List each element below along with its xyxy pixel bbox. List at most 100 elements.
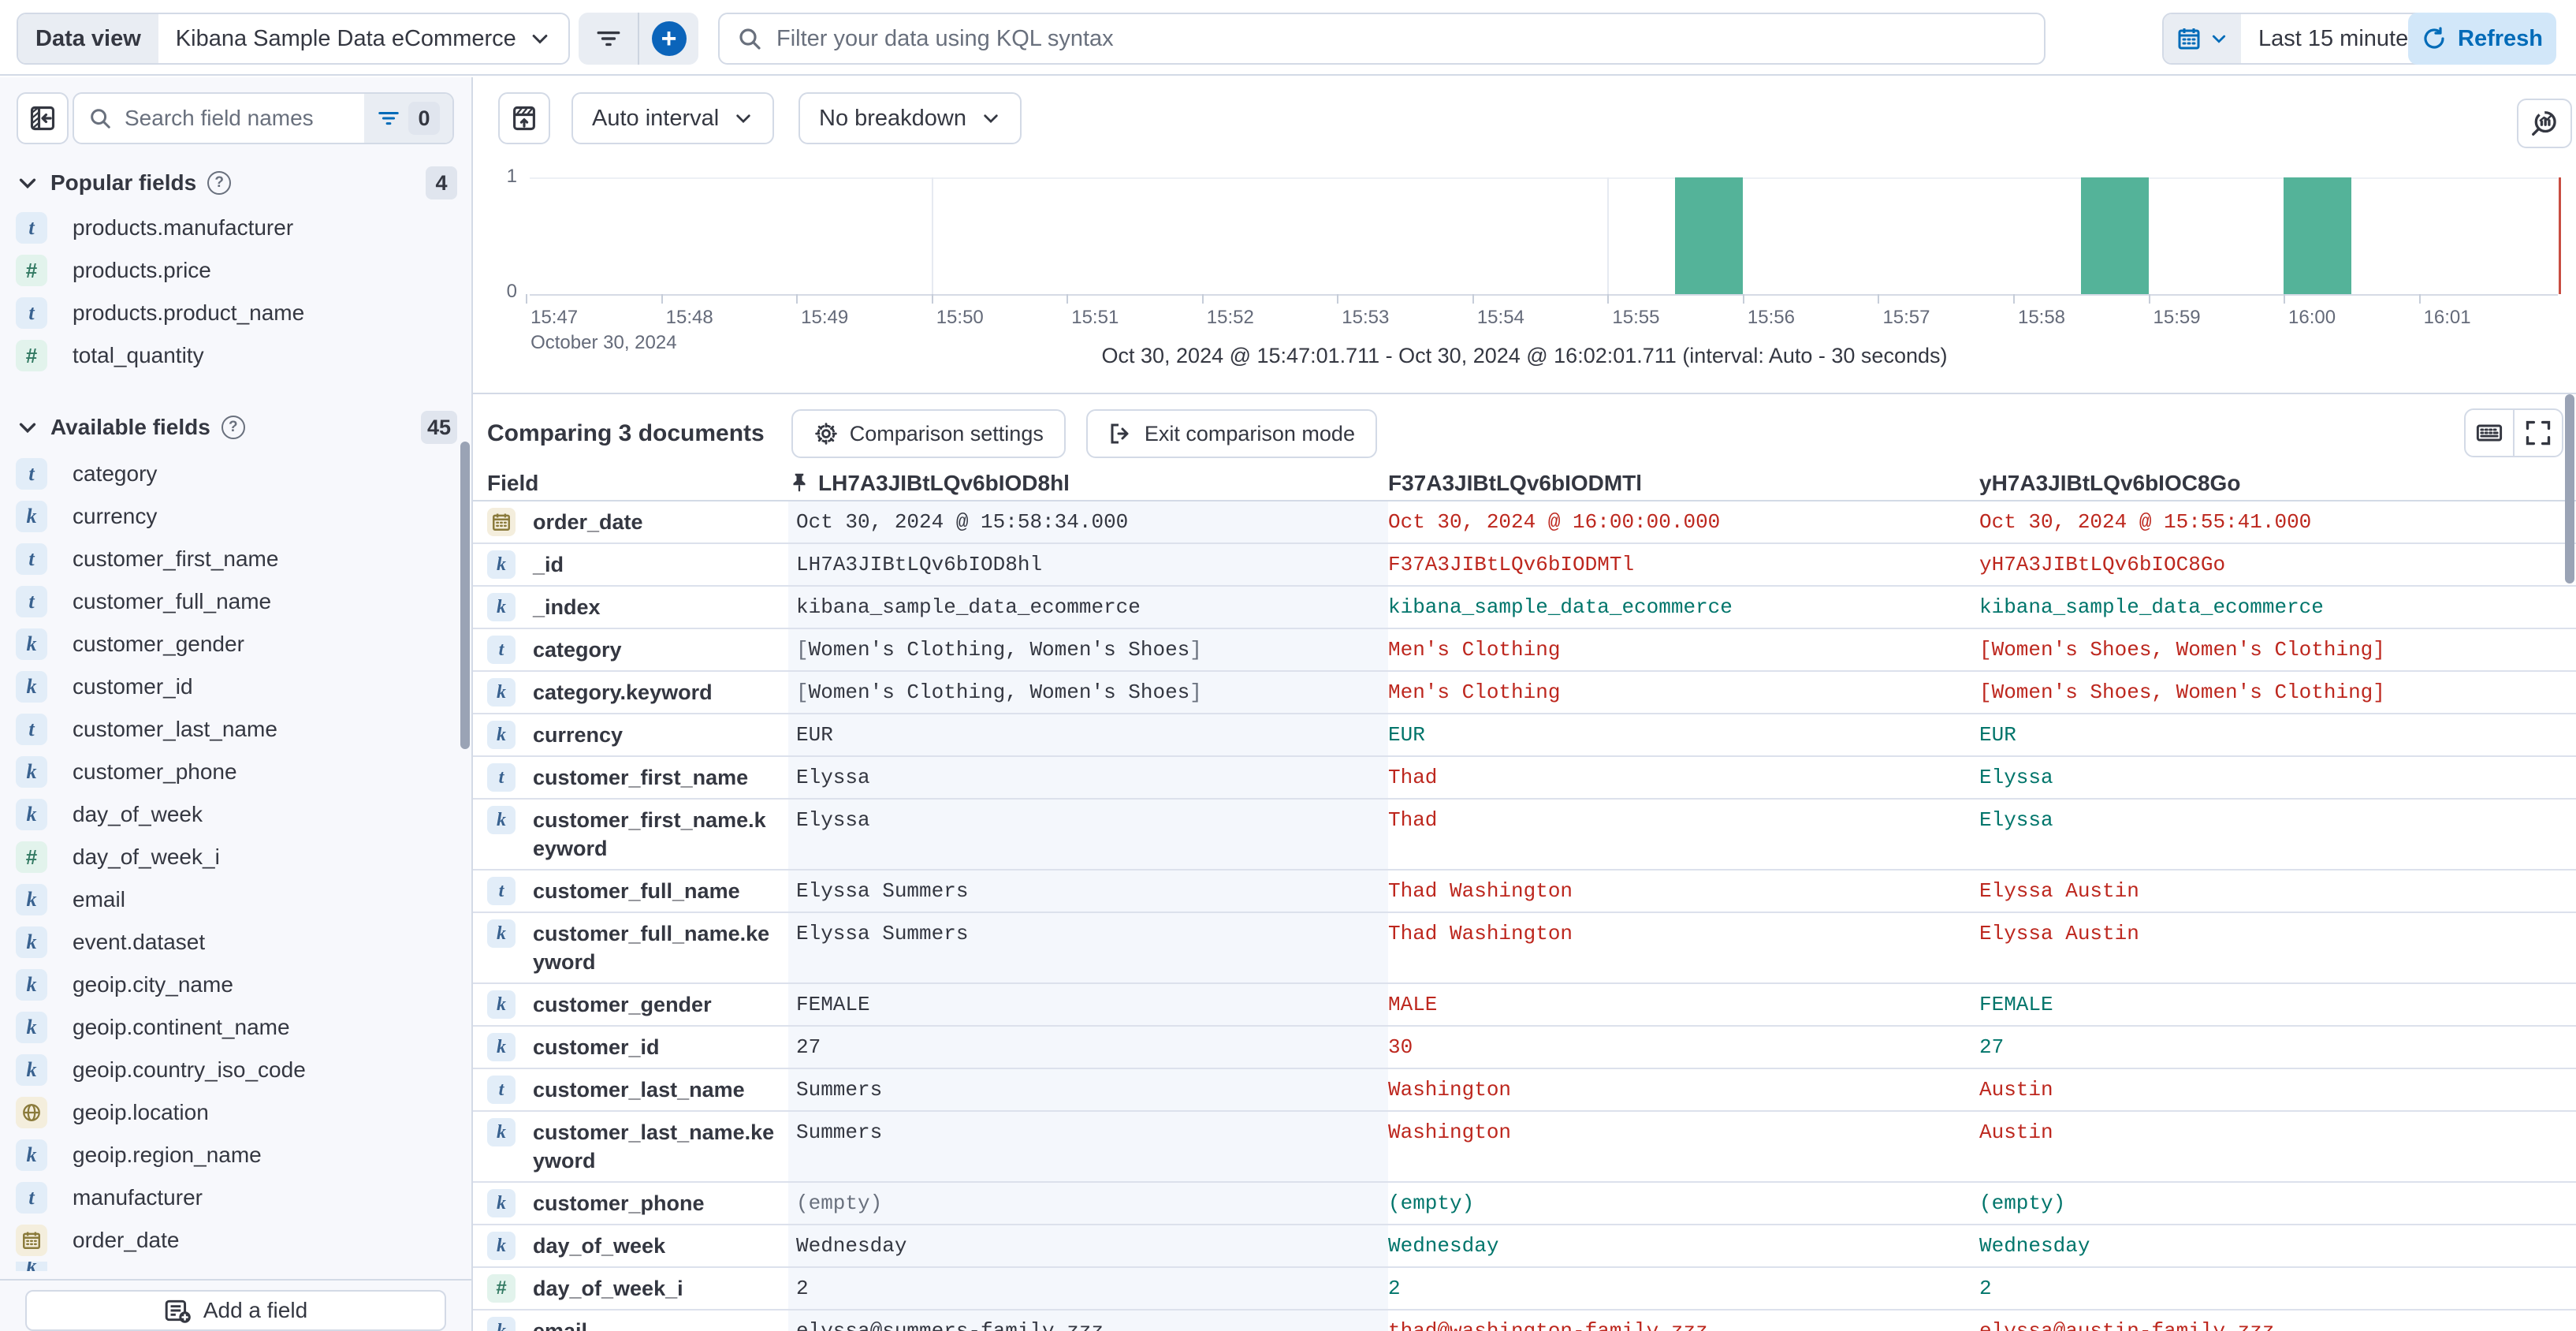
field-cell[interactable]: k day_of_week bbox=[473, 1225, 788, 1266]
pinned-doc-cell[interactable]: Summers bbox=[788, 1112, 1388, 1181]
interval-select[interactable]: Auto interval bbox=[571, 92, 775, 144]
doc-cell[interactable]: 2 bbox=[1979, 1268, 2576, 1309]
doc-cell[interactable]: Men's Clothing bbox=[1388, 672, 1979, 713]
pinned-doc-cell[interactable]: kibana_sample_data_ecommerce bbox=[788, 587, 1388, 628]
histogram-bar[interactable] bbox=[2080, 177, 2149, 294]
field-list-item[interactable]: t products.manufacturer bbox=[0, 207, 460, 249]
doc-cell[interactable]: Thad bbox=[1388, 757, 1979, 798]
available-fields-header[interactable]: Available fields ? 45 bbox=[0, 408, 473, 446]
data-view-value[interactable]: Kibana Sample Data eCommerce bbox=[158, 14, 568, 63]
doc-cell[interactable]: Washington bbox=[1388, 1112, 1979, 1153]
field-cell[interactable]: k customer_first_name.keyword bbox=[473, 800, 788, 869]
pinned-doc-cell[interactable]: elyssa@summers-family.zzz bbox=[788, 1310, 1388, 1331]
doc-cell[interactable]: Thad Washington bbox=[1388, 871, 1979, 912]
pinned-doc-cell[interactable]: Elyssa bbox=[788, 800, 1388, 869]
collapse-sidebar-button[interactable] bbox=[17, 92, 69, 144]
field-cell[interactable]: t customer_first_name bbox=[473, 757, 788, 798]
doc-cell[interactable]: Thad Washington bbox=[1388, 913, 1979, 954]
field-list-item[interactable]: k customer_phone bbox=[0, 751, 460, 793]
doc-cell[interactable]: kibana_sample_data_ecommerce bbox=[1979, 587, 2576, 628]
doc-cell[interactable]: elyssa@austin-family.zzz bbox=[1979, 1310, 2576, 1331]
doc-cell[interactable]: Oct 30, 2024 @ 15:55:41.000 bbox=[1979, 501, 2576, 542]
doc-cell[interactable]: thad@washington-family.zzz bbox=[1388, 1310, 1979, 1331]
edit-visualization-button[interactable] bbox=[2517, 99, 2572, 148]
pinned-doc-cell[interactable]: (empty) bbox=[788, 1183, 1388, 1224]
field-cell[interactable]: order_date bbox=[473, 501, 788, 542]
doc-cell[interactable]: (empty) bbox=[1979, 1183, 2576, 1224]
field-cell[interactable]: k customer_id bbox=[473, 1027, 788, 1068]
date-picker-quick-menu[interactable] bbox=[2164, 14, 2241, 63]
field-cell[interactable]: k customer_phone bbox=[473, 1183, 788, 1224]
field-cell[interactable]: k customer_gender bbox=[473, 984, 788, 1025]
doc-cell[interactable]: Elyssa bbox=[1979, 800, 2576, 841]
pinned-doc-cell[interactable]: 2 bbox=[788, 1268, 1388, 1309]
pinned-doc-cell[interactable]: [Women's Clothing, Women's Shoes] bbox=[788, 672, 1388, 713]
pinned-doc-cell[interactable]: Summers bbox=[788, 1069, 1388, 1110]
keyboard-shortcuts-button[interactable] bbox=[2466, 410, 2513, 456]
histogram-bar[interactable] bbox=[1675, 177, 1743, 294]
field-cell[interactable]: # day_of_week_i bbox=[473, 1268, 788, 1309]
field-list-item[interactable]: k geoip.city_name bbox=[0, 964, 460, 1006]
field-cell[interactable]: k email bbox=[473, 1310, 788, 1331]
doc-cell[interactable]: 2 bbox=[1388, 1268, 1979, 1309]
chart-plot-area[interactable]: 15:47 15:48 15:49 15:50 15:51 15:52 15:53 15:54… bbox=[526, 177, 2561, 353]
field-list-item[interactable]: k geoip.region_name bbox=[0, 1134, 460, 1176]
time-range-value[interactable]: Last 15 minutes bbox=[2258, 25, 2420, 51]
field-cell[interactable]: k _index bbox=[473, 587, 788, 628]
doc-cell[interactable]: Elyssa Austin bbox=[1979, 871, 2576, 912]
field-cell[interactable]: k customer_last_name.keyword bbox=[473, 1112, 788, 1181]
field-cell[interactable]: k _id bbox=[473, 544, 788, 585]
pinned-doc-cell[interactable]: FEMALE bbox=[788, 984, 1388, 1025]
kql-search-bar[interactable]: Filter your data using KQL syntax bbox=[718, 13, 2046, 65]
pinned-doc-column-header[interactable]: LH7A3JIBtLQv6bIOD8hl bbox=[788, 471, 1388, 496]
field-cell[interactable]: k currency bbox=[473, 714, 788, 755]
pinned-doc-cell[interactable]: LH7A3JIBtLQv6bIOD8hl bbox=[788, 544, 1388, 585]
field-list-item[interactable]: k geoip.country_iso_code bbox=[0, 1049, 460, 1091]
doc-cell[interactable]: Oct 30, 2024 @ 16:00:00.000 bbox=[1388, 501, 1979, 542]
histogram-bar[interactable] bbox=[2284, 177, 2351, 294]
field-list-item[interactable]: t customer_first_name bbox=[0, 538, 460, 580]
field-cell[interactable]: t customer_last_name bbox=[473, 1069, 788, 1110]
fullscreen-button[interactable] bbox=[2515, 410, 2562, 456]
doc-cell[interactable]: Men's Clothing bbox=[1388, 629, 1979, 670]
comparison-settings-button[interactable]: Comparison settings bbox=[791, 409, 1066, 458]
field-list-item[interactable]: k bbox=[0, 1262, 460, 1271]
doc-cell[interactable]: kibana_sample_data_ecommerce bbox=[1388, 587, 1979, 628]
field-list-item[interactable]: # total_quantity bbox=[0, 334, 460, 377]
field-list-item[interactable]: t category bbox=[0, 453, 460, 495]
doc-cell[interactable]: EUR bbox=[1979, 714, 2576, 755]
field-list-item[interactable]: k customer_gender bbox=[0, 623, 460, 666]
doc-cell[interactable]: (empty) bbox=[1388, 1183, 1979, 1224]
pinned-doc-cell[interactable]: Oct 30, 2024 @ 15:58:34.000 bbox=[788, 501, 1388, 542]
table-scrollbar[interactable] bbox=[2565, 394, 2574, 583]
field-list-item[interactable]: order_date bbox=[0, 1219, 460, 1262]
doc-cell[interactable]: Austin bbox=[1979, 1112, 2576, 1153]
field-list-item[interactable]: t customer_full_name bbox=[0, 580, 460, 623]
field-cell[interactable]: t category bbox=[473, 629, 788, 670]
doc-cell[interactable]: Thad bbox=[1388, 800, 1979, 841]
toggle-chart-button[interactable] bbox=[498, 92, 550, 144]
refresh-button[interactable]: Refresh bbox=[2408, 13, 2556, 65]
doc-cell[interactable]: MALE bbox=[1388, 984, 1979, 1025]
add-field-button[interactable]: Add a field bbox=[25, 1290, 446, 1331]
pinned-doc-cell[interactable]: [Women's Clothing, Women's Shoes] bbox=[788, 629, 1388, 670]
pinned-doc-cell[interactable]: 27 bbox=[788, 1027, 1388, 1068]
field-list-item[interactable]: t customer_last_name bbox=[0, 708, 460, 751]
doc-cell[interactable]: Austin bbox=[1979, 1069, 2576, 1110]
filter-menu-button[interactable] bbox=[579, 13, 638, 65]
field-list-item[interactable]: # day_of_week_i bbox=[0, 836, 460, 878]
field-list-item[interactable]: geoip.location bbox=[0, 1091, 460, 1134]
field-cell[interactable]: k customer_full_name.keyword bbox=[473, 913, 788, 982]
doc-cell[interactable]: [Women's Shoes, Women's Clothing] bbox=[1979, 629, 2576, 670]
doc-column-header[interactable]: yH7A3JIBtLQv6bIOC8Go bbox=[1979, 471, 2576, 496]
doc-cell[interactable]: Elyssa bbox=[1979, 757, 2576, 798]
exit-comparison-button[interactable]: Exit comparison mode bbox=[1085, 409, 1377, 458]
doc-cell[interactable]: EUR bbox=[1388, 714, 1979, 755]
field-list-item[interactable]: k currency bbox=[0, 495, 460, 538]
field-list-item[interactable]: k day_of_week bbox=[0, 793, 460, 836]
add-filter-button[interactable]: + bbox=[639, 13, 698, 65]
field-list-item[interactable]: t products.product_name bbox=[0, 292, 460, 334]
pinned-doc-cell[interactable]: Wednesday bbox=[788, 1225, 1388, 1266]
field-list-item[interactable]: k event.dataset bbox=[0, 921, 460, 964]
field-list-item[interactable]: k geoip.continent_name bbox=[0, 1006, 460, 1049]
